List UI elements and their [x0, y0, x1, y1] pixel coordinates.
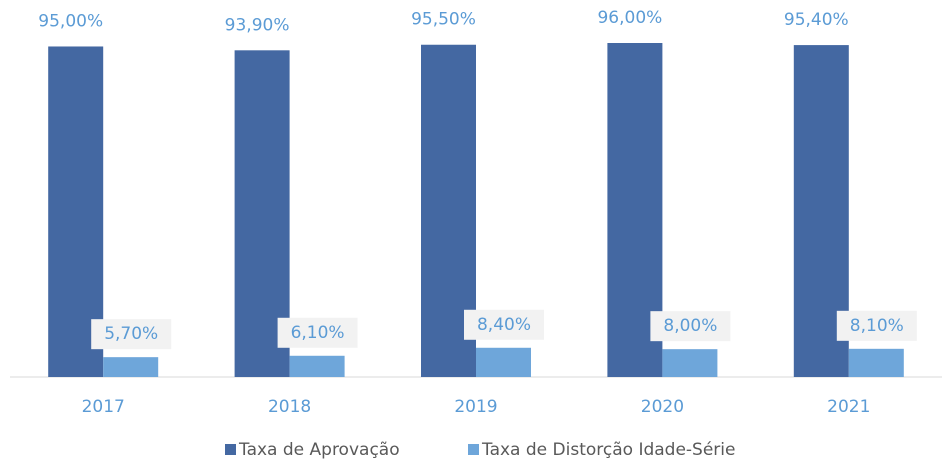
- x-tick-label: 2020: [641, 397, 684, 417]
- value-label: 95,40%: [784, 10, 849, 30]
- value-label-box: [91, 319, 172, 350]
- bar: [476, 347, 531, 377]
- legend-label: Taxa de Aprovação: [238, 440, 400, 460]
- value-label-box: [277, 317, 358, 348]
- x-tick-label: 2019: [454, 397, 497, 417]
- value-label-box: [464, 309, 544, 340]
- value-label: 6,10%: [291, 323, 345, 343]
- legend-swatch: [225, 444, 236, 455]
- bar: [103, 357, 159, 377]
- value-label: 8,00%: [663, 316, 717, 336]
- x-tick-label: 2021: [827, 397, 870, 417]
- value-label: 93,90%: [225, 15, 290, 35]
- x-tick-label: 2018: [268, 397, 311, 417]
- bar: [848, 348, 904, 377]
- value-label-box: [836, 310, 917, 341]
- bar: [662, 349, 718, 377]
- value-label-box: [650, 311, 731, 342]
- legend-label: Taxa de Distorção Idade-Série: [481, 440, 735, 460]
- x-tick-label: 2017: [82, 397, 125, 417]
- value-label: 8,40%: [477, 315, 531, 335]
- bar: [289, 355, 345, 377]
- value-label: 96,00%: [597, 8, 662, 28]
- value-label: 5,70%: [104, 324, 158, 344]
- legend-swatch: [468, 444, 479, 455]
- value-label: 8,10%: [850, 316, 904, 336]
- value-label: 95,50%: [411, 10, 476, 30]
- value-label: 95,00%: [38, 11, 103, 31]
